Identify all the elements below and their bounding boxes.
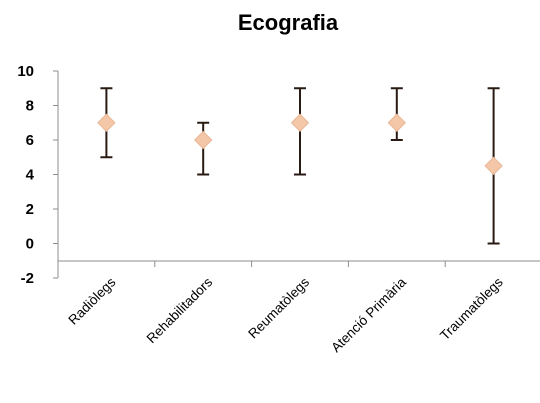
y-tick-label: 6 <box>26 132 34 149</box>
data-point-marker <box>97 113 116 132</box>
data-point-marker <box>387 113 407 132</box>
y-tick-label: 4 <box>26 167 35 184</box>
data-point-marker <box>484 156 503 176</box>
x-category-label: Reumatòlegs <box>245 274 312 341</box>
y-tick-label: 8 <box>26 98 34 115</box>
y-tick-label: 2 <box>26 201 34 218</box>
data-point-marker <box>193 130 213 150</box>
y-tick-label: -2 <box>21 270 34 287</box>
x-category-label: Radiòlegs <box>65 274 118 327</box>
y-tick-label: 10 <box>17 63 34 80</box>
x-category-label: Traumatòlegs <box>437 274 506 343</box>
data-point-marker <box>290 113 310 132</box>
marks <box>97 87 503 245</box>
axes <box>53 70 540 279</box>
chart-title: Ecografia <box>238 10 339 35</box>
x-category-label: Rehabilitadors <box>144 274 216 346</box>
x-category-label: Atenció Primària <box>328 274 409 355</box>
labels: 10 8 6 4 2 0 -2 Radiòlegs Rehabilitadors Reumatòl… <box>17 63 506 355</box>
y-tick-label: 0 <box>26 236 34 253</box>
